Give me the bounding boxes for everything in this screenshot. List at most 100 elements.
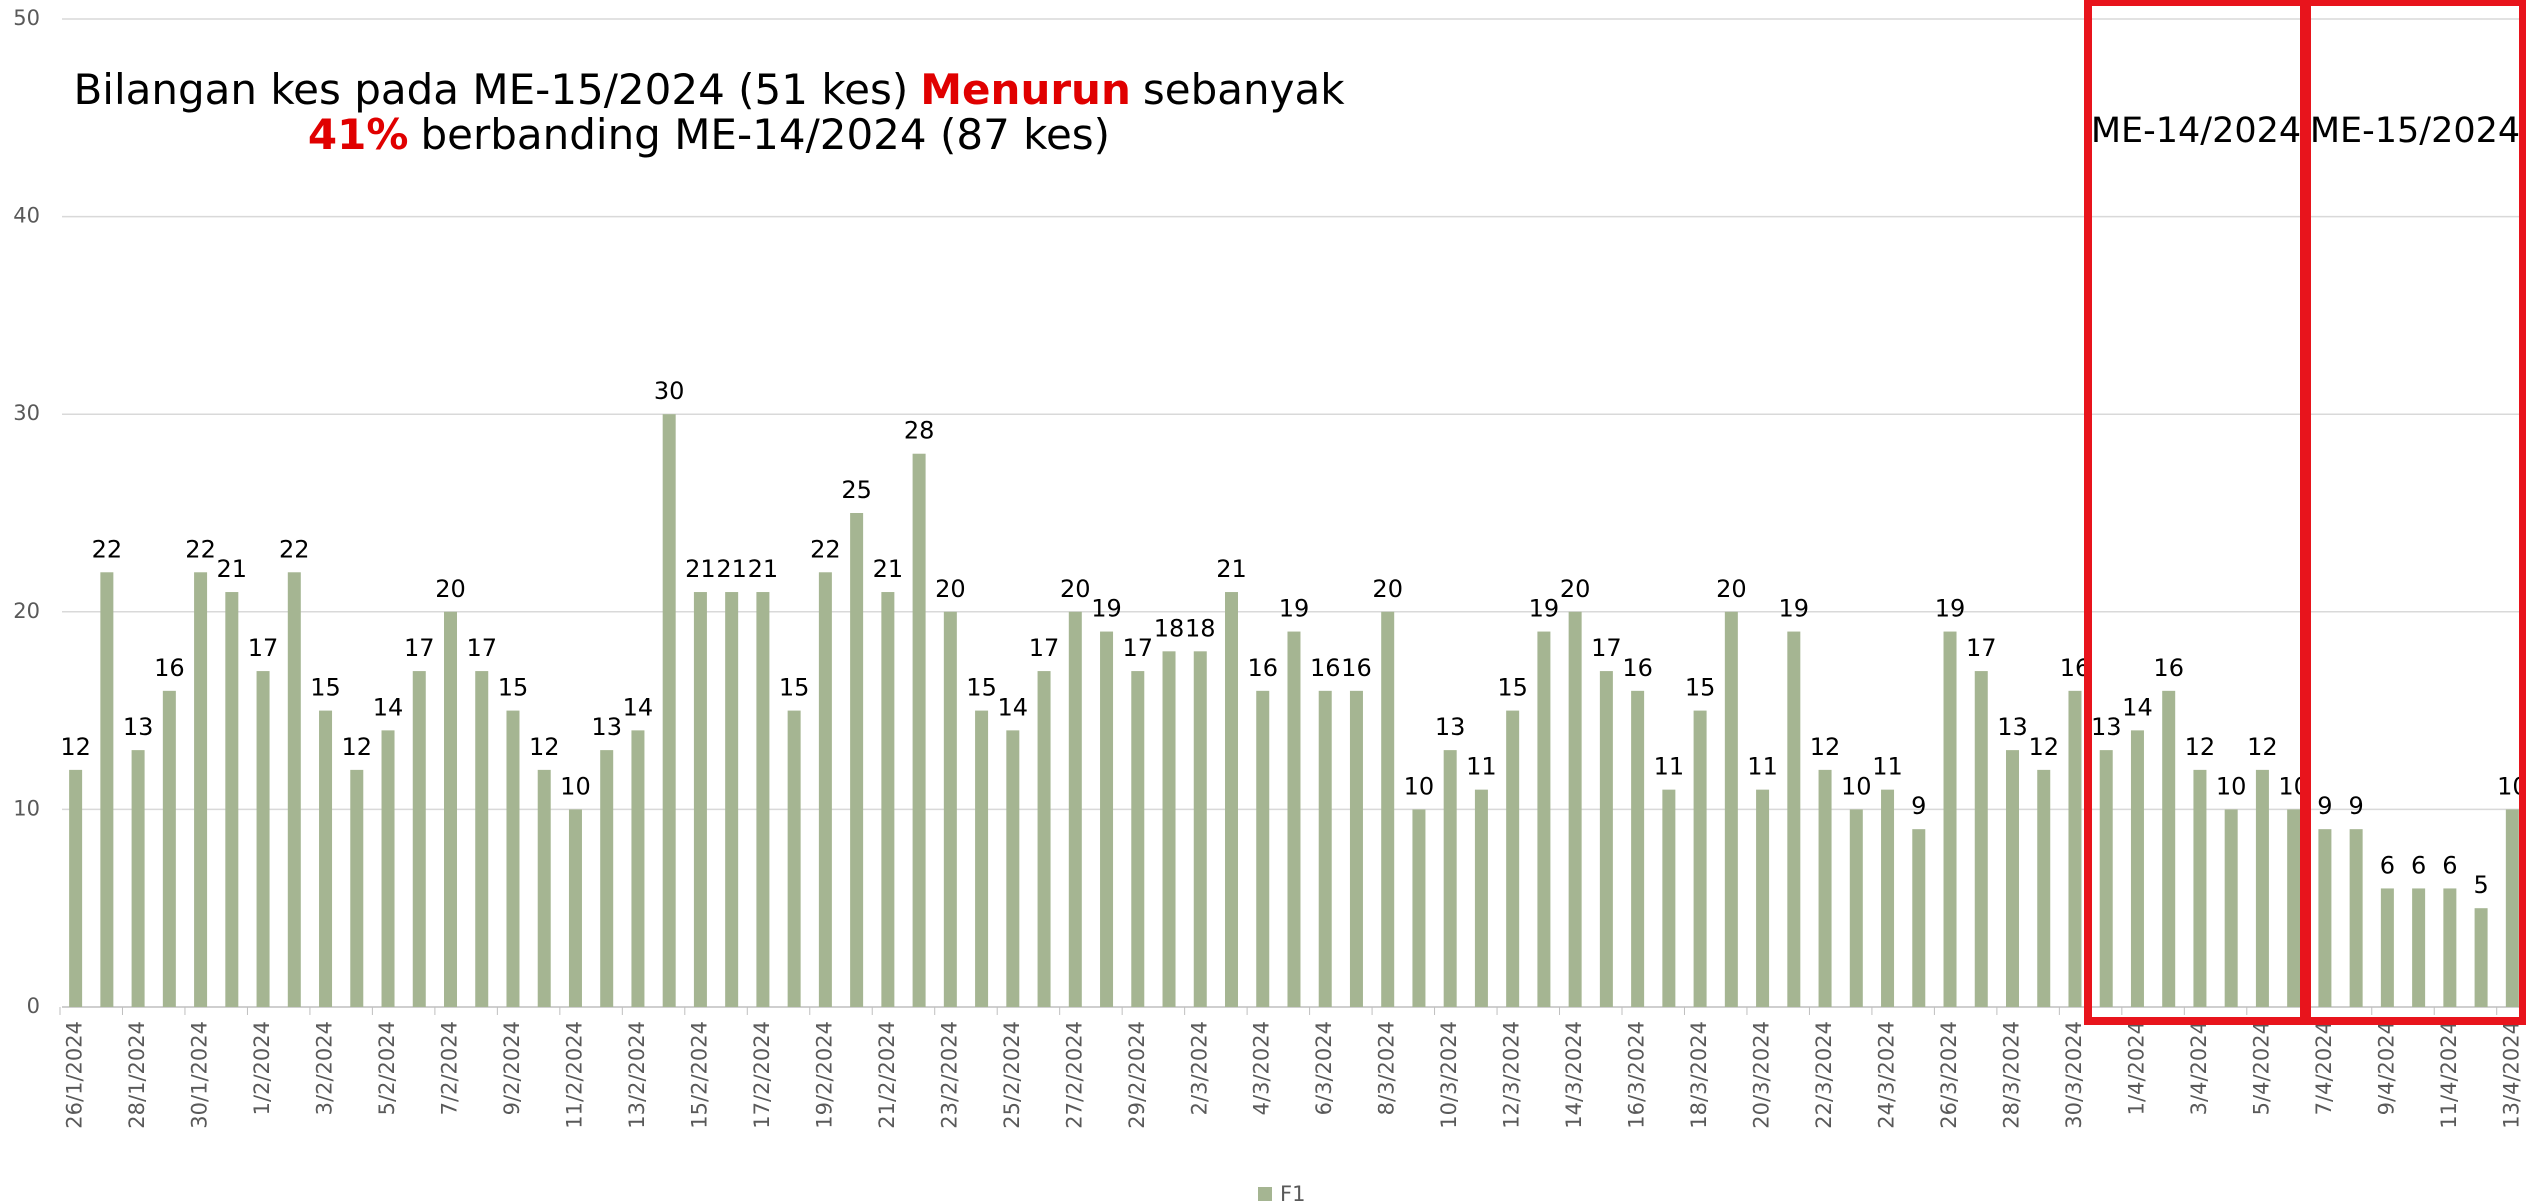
bar: [1443, 750, 1457, 1007]
value-label: 17: [466, 634, 497, 662]
value-label: 6: [2411, 851, 2426, 879]
annotation-part: Menurun: [920, 65, 1131, 114]
value-label: 13: [591, 713, 622, 741]
bar: [1849, 809, 1863, 1007]
bar: [850, 513, 864, 1007]
bar: [818, 572, 832, 1007]
value-label: 22: [92, 535, 123, 563]
bar: [2412, 888, 2426, 1007]
bar: [350, 769, 364, 1007]
bar: [1225, 592, 1238, 1007]
x-tick-label: 30/1/2024: [188, 1021, 212, 1129]
bar: [100, 572, 114, 1007]
bar: [881, 592, 895, 1007]
y-tick-label: 0: [27, 994, 40, 1018]
x-tick-label: 30/3/2024: [2062, 1021, 2086, 1129]
value-label: 6: [2442, 851, 2457, 879]
bar: [1756, 789, 1770, 1007]
bar: [2193, 769, 2207, 1007]
bar: [787, 710, 801, 1007]
annotation-part: Bilangan kes pada ME-15/2024 (51 kes): [73, 65, 908, 114]
bar: [1037, 671, 1051, 1007]
x-tick-label: 5/4/2024: [2249, 1021, 2273, 1115]
value-label: 16: [1247, 654, 1278, 682]
x-tick-label: 28/3/2024: [2000, 1021, 2024, 1129]
bar: [2287, 809, 2301, 1007]
value-label: 17: [1123, 634, 1154, 662]
bar: [1131, 671, 1145, 1007]
bar: [537, 769, 551, 1007]
value-label: 28: [904, 417, 935, 445]
value-label: 18: [1154, 614, 1185, 642]
value-label: 14: [373, 693, 404, 721]
value-label: 16: [1310, 654, 1341, 682]
bar: [1787, 631, 1801, 1007]
value-label: 20: [435, 575, 466, 603]
bar: [287, 572, 301, 1007]
bar: [1693, 710, 1707, 1007]
value-label: 17: [1966, 634, 1997, 662]
x-tick-label: 28/1/2024: [125, 1021, 149, 1129]
x-tick-label: 5/2/2024: [375, 1021, 399, 1115]
value-label: 13: [1997, 713, 2028, 741]
bar: [600, 750, 614, 1007]
value-label: 10: [2216, 772, 2247, 800]
bar: [1631, 690, 1645, 1007]
value-label: 13: [2091, 713, 2122, 741]
x-tick-label: 14/3/2024: [1562, 1021, 1586, 1129]
bar: [2349, 829, 2363, 1007]
annotation: 41% berbanding ME-14/2024 (87 kes): [308, 110, 1110, 159]
bar: [975, 710, 989, 1007]
value-label: 22: [810, 535, 841, 563]
x-tick-label: 1/4/2024: [2124, 1021, 2148, 1115]
value-label: 30: [654, 377, 685, 405]
value-label: 21: [716, 555, 747, 583]
bar: [1506, 710, 1520, 1007]
box-label: ME-15/2024: [2310, 111, 2520, 151]
value-label: 20: [1372, 575, 1403, 603]
value-label: 19: [1779, 595, 1810, 623]
bar: [256, 671, 270, 1007]
value-label: 18: [1185, 614, 1216, 642]
value-label: 11: [1466, 753, 1497, 781]
value-label: 12: [2185, 733, 2216, 761]
value-label: 12: [2028, 733, 2059, 761]
bar: [69, 769, 83, 1007]
value-label: 20: [1560, 575, 1591, 603]
value-label: 10: [1404, 772, 1435, 800]
x-tick-label: 16/3/2024: [1625, 1021, 1649, 1129]
value-label: 14: [623, 693, 654, 721]
value-label: 16: [1341, 654, 1372, 682]
value-label: 19: [1279, 595, 1310, 623]
value-label: 12: [1810, 733, 1841, 761]
x-tick-label: 26/3/2024: [1937, 1021, 1961, 1129]
bar: [162, 690, 176, 1007]
bar: [1193, 651, 1207, 1007]
bar: [2068, 690, 2082, 1007]
bar: [444, 611, 457, 1007]
value-label: 22: [185, 535, 216, 563]
value-label: 15: [1685, 674, 1716, 702]
x-tick-label: 8/3/2024: [1375, 1021, 1399, 1115]
bar: [194, 572, 208, 1007]
bar: [1412, 809, 1426, 1007]
legend-label: F1: [1280, 1182, 1305, 1203]
bar: [725, 592, 739, 1007]
bar: [1006, 730, 1020, 1007]
value-label: 10: [1841, 772, 1872, 800]
x-tick-label: 27/2/2024: [1062, 1021, 1086, 1129]
bar: [1537, 631, 1551, 1007]
bar: [1100, 631, 1114, 1007]
annotation-part: berbanding ME-14/2024 (87 kes): [420, 110, 1110, 159]
x-tick-label: 24/3/2024: [1875, 1021, 1899, 1129]
value-label: 12: [2247, 733, 2278, 761]
bar: [912, 453, 926, 1008]
x-tick-label: 3/2/2024: [313, 1021, 337, 1115]
x-tick-label: 21/2/2024: [875, 1021, 899, 1129]
bar: [1568, 611, 1582, 1007]
bar: [475, 671, 489, 1007]
value-label: 11: [1654, 753, 1685, 781]
value-label: 5: [2473, 871, 2488, 899]
bar: [1599, 671, 1613, 1007]
x-tick-label: 26/1/2024: [63, 1021, 87, 1129]
